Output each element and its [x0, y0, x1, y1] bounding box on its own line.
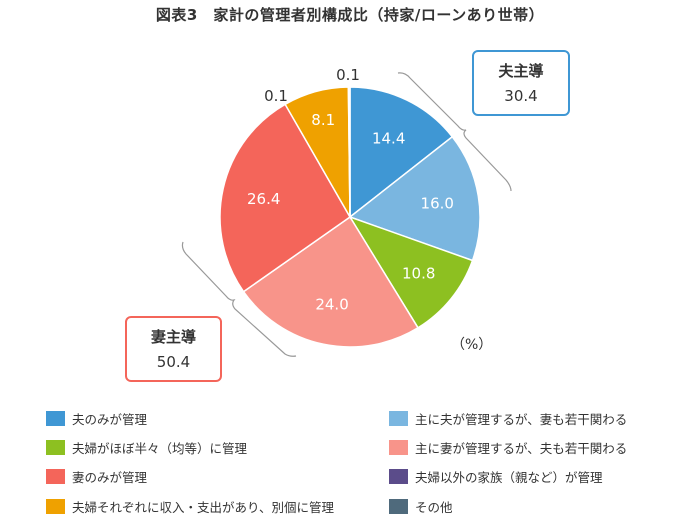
- pie-slice: [219, 103, 351, 293]
- pie-slice: [242, 215, 420, 348]
- pie-slice: [348, 86, 351, 218]
- slice-value-label: 16.0: [421, 195, 454, 213]
- legend-swatch: [389, 410, 408, 426]
- legend-label: 夫婦がほぼ半々（均等）に管理: [72, 440, 248, 456]
- legend-item: 夫婦がほぼ半々（均等）に管理: [46, 437, 247, 457]
- unit-label: （%）: [451, 337, 493, 353]
- legend-label: 夫婦それぞれに収入・支出があり、別個に管理: [72, 499, 335, 515]
- slice-value-label: 24.0: [315, 296, 348, 314]
- legend-label: 妻のみが管理: [72, 469, 148, 485]
- slice-value-label: 14.4: [372, 130, 405, 148]
- husband-led-value: 30.4: [504, 87, 538, 105]
- husband-led-title: 夫主導: [498, 62, 544, 80]
- legend-label: その他: [415, 499, 453, 515]
- pie-slice: [348, 135, 481, 262]
- legend-item: 妻のみが管理: [46, 466, 147, 486]
- legend-item: 夫婦それぞれに収入・支出があり、別個に管理: [46, 496, 334, 516]
- slice-value-label: 0.1: [336, 66, 360, 84]
- slice-value-label: 10.8: [402, 265, 435, 283]
- pie-slice: [348, 215, 474, 329]
- wife-led-title: 妻主導: [150, 328, 196, 346]
- legend-item: 夫のみが管理: [46, 408, 147, 428]
- slice-value-label: 0.1: [264, 87, 288, 105]
- legend-item: 夫婦以外の家族（親など）が管理: [389, 466, 603, 486]
- legend-swatch: [46, 468, 65, 484]
- legend-label: 主に夫が管理するが、妻も若干関わる: [415, 411, 628, 427]
- legend-label: 主に妻が管理するが、夫も若干関わる: [415, 440, 628, 456]
- legend-item: 主に夫が管理するが、妻も若干関わる: [389, 408, 627, 428]
- legend-label: 夫のみが管理: [72, 411, 148, 427]
- husband-led-brace-icon: [397, 72, 512, 192]
- legend-swatch: [46, 439, 65, 455]
- legend-item: 主に妻が管理するが、夫も若干関わる: [389, 437, 627, 457]
- slice-value-label: 26.4: [247, 190, 280, 208]
- wife-led-value: 50.4: [156, 353, 191, 371]
- legend-swatch: [46, 498, 65, 514]
- pie-slice: [349, 86, 454, 219]
- wife-led-callout: 妻主導 50.4: [125, 316, 222, 382]
- legend-swatch: [389, 468, 408, 484]
- wife-led-brace-icon: [181, 241, 297, 357]
- legend-swatch: [46, 410, 65, 426]
- pie-labels: 14.4 16.0 10.8 24.0 26.4 8.1 0.1 0.1: [247, 66, 454, 314]
- legend-item: その他: [389, 496, 453, 516]
- legend-label: 夫婦以外の家族（親など）が管理: [415, 469, 603, 485]
- pie-chart: 14.4 16.0 10.8 24.0 26.4 8.1 0.1 0.1: [181, 66, 512, 357]
- legend-swatch: [389, 439, 408, 455]
- slice-value-label: 8.1: [311, 111, 335, 129]
- pie-slices: [219, 86, 481, 348]
- husband-led-callout: 夫主導 30.4: [472, 50, 570, 116]
- legend-swatch: [389, 498, 408, 514]
- chart-title: 図表3 家計の管理者別構成比（持家/ローンあり世帯）: [155, 6, 545, 24]
